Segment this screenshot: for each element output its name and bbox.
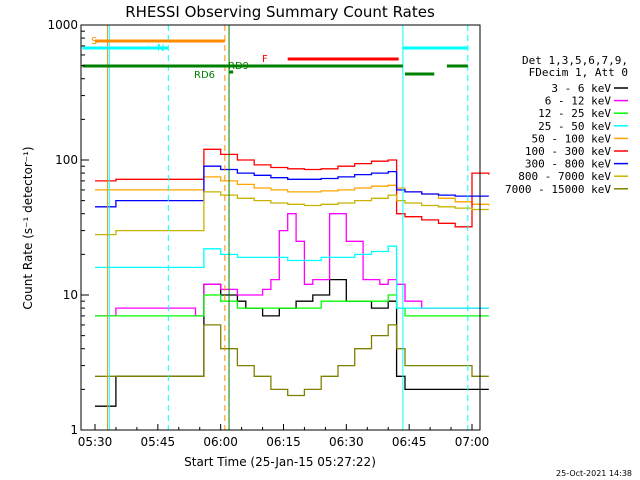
series-line-5 — [95, 148, 490, 228]
series-line-7 — [95, 191, 489, 236]
series-line-8 — [95, 324, 489, 397]
series-line-3 — [95, 245, 489, 309]
y-tick-label: 10 — [63, 288, 78, 302]
series-layer — [95, 148, 490, 407]
legend-label: 300 - 800 keV — [525, 158, 611, 171]
flag-label-rd6: RD6 — [194, 70, 215, 81]
legend-label: 6 - 12 keV — [545, 95, 612, 108]
legend-label: 50 - 100 keV — [532, 132, 612, 145]
y-tick-label: 100 — [55, 153, 78, 167]
x-tick-label: 07:00 — [455, 435, 490, 449]
flag-label-s: S — [91, 36, 97, 47]
flag-label-n: N — [157, 43, 164, 54]
legend-label: 800 - 7000 keV — [518, 170, 611, 183]
flag-label-f: F — [262, 54, 268, 65]
x-axis-label: Start Time (25-Jan-15 05:27:22) — [184, 455, 376, 469]
x-tick-label: 05:45 — [141, 435, 176, 449]
legend-label: 3 - 6 keV — [551, 82, 611, 95]
flag-label-rd9: RD9 — [228, 61, 249, 72]
legend: Det 1,3,5,6,7,9,FDecim 1, Att 0 3 - 6 keV… — [505, 54, 628, 196]
series-line-1 — [95, 213, 489, 317]
legend-label: 25 - 50 keV — [538, 120, 611, 133]
timestamp: 25-Oct-2021 14:38 — [556, 469, 632, 478]
legend-label: 12 - 25 keV — [538, 107, 611, 120]
y-axis-label: Count Rate (s⁻¹ detector⁻¹) — [21, 146, 35, 309]
series-line-2 — [95, 294, 489, 317]
y-tick-label: 1 — [70, 423, 78, 437]
legend-header: FDecim 1, Att 0 — [529, 66, 628, 79]
y-tick-label: 1000 — [47, 18, 78, 32]
x-tick-label: 06:00 — [203, 435, 238, 449]
chart-title: RHESSI Observing Summary Count Rates — [125, 3, 435, 21]
x-tick-label: 06:45 — [392, 435, 427, 449]
legend-label: 100 - 300 keV — [525, 145, 611, 158]
series-line-0 — [95, 278, 489, 407]
series-line-6 — [95, 165, 489, 208]
x-tick-label: 06:15 — [266, 435, 301, 449]
flags-layer: S N F RD9 RD6 — [82, 25, 469, 430]
x-tick-label: 06:30 — [329, 435, 364, 449]
plot-frame — [80, 24, 481, 431]
legend-label: 7000 - 15000 keV — [505, 183, 611, 196]
legend-header: Det 1,3,5,6,7,9, — [522, 54, 628, 67]
x-tick-label: 05:30 — [78, 435, 113, 449]
